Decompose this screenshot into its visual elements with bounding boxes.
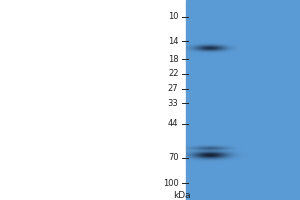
Text: 18: 18 <box>168 55 178 64</box>
Bar <box>186 0 300 200</box>
Text: 33: 33 <box>168 99 178 108</box>
Text: 27: 27 <box>168 84 178 93</box>
Text: 70: 70 <box>168 153 178 162</box>
Text: kDa: kDa <box>173 191 190 200</box>
Text: 22: 22 <box>168 69 178 78</box>
Text: 100: 100 <box>163 179 178 188</box>
Text: 10: 10 <box>168 12 178 21</box>
Text: 44: 44 <box>168 119 178 128</box>
Text: 14: 14 <box>168 37 178 46</box>
